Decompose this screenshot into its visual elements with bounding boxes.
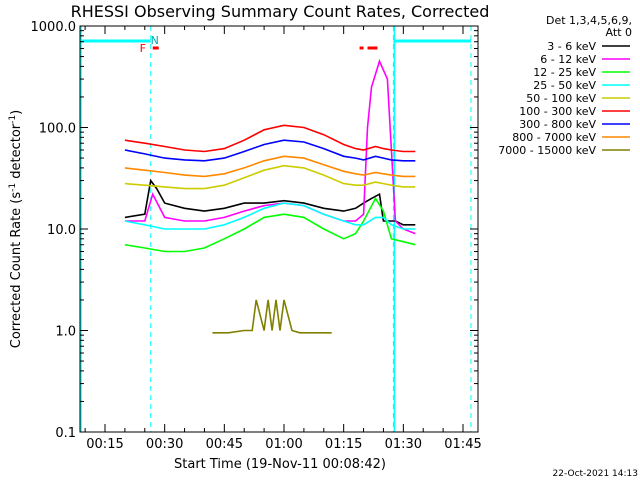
chart-title: RHESSI Observing Summary Count Rates, Co…: [71, 2, 490, 21]
series-line-5: [124, 164, 416, 190]
y-axis-label: Corrected Count Rate (s-1 detector-1): [8, 110, 24, 348]
legend-label: 100 - 300 keV: [519, 105, 596, 118]
x-axis-label: Start Time (19-Nov-11 00:08:42): [174, 457, 386, 472]
y-tick-label: 0.1: [55, 426, 76, 441]
y-axis-label-main: Corrected Count Rate (s: [9, 192, 24, 349]
x-tick-label: 01:45: [444, 437, 481, 452]
y-axis-label-sup2: -1: [8, 115, 18, 124]
y-axis-label-mid: detector: [9, 123, 24, 183]
series-line-4: [124, 202, 416, 230]
svg-text:Corrected Count Rate (s-1 dete: Corrected Count Rate (s-1 detector-1): [8, 110, 24, 348]
series-line-3: [124, 196, 416, 253]
axes: 1000.0 100.0 10.0 1.0 0.1 00:15 00:30 00:45 01:0…: [31, 20, 482, 452]
legend-label: 50 - 100 keV: [526, 92, 596, 105]
legend-label: 12 - 25 keV: [533, 66, 596, 79]
series-line-8: [124, 155, 416, 178]
legend-header: Det 1,3,4,5,6,9,: [546, 14, 632, 27]
y-tick-label: 10.0: [47, 223, 76, 238]
series-line-6: [124, 124, 416, 153]
x-tick-label: 01:00: [265, 437, 302, 452]
x-tick-label: 01:15: [325, 437, 362, 452]
x-tick-label: 01:30: [385, 437, 422, 452]
y-tick-label: 1000.0: [31, 20, 77, 35]
plot-frame: [79, 25, 479, 433]
y-tick-label: 100.0: [39, 122, 76, 137]
legend-label: 6 - 12 keV: [540, 53, 596, 66]
flag-f-label: F: [140, 42, 146, 55]
y-axis-label-end: ): [9, 110, 24, 115]
series-line-9: [212, 299, 332, 334]
x-tick-label: 00:45: [206, 437, 243, 452]
legend-label: 3 - 6 keV: [547, 40, 596, 53]
legend-label: 7000 - 15000 keV: [498, 144, 596, 157]
x-tick-label: 00:30: [146, 437, 183, 452]
legend-header: Att 0: [606, 26, 632, 39]
y-axis-label-sup: -1: [8, 183, 18, 192]
legend-label: 800 - 7000 keV: [512, 131, 596, 144]
y-tick-label: 1.0: [55, 325, 76, 340]
legend-label: 300 - 800 keV: [519, 118, 596, 131]
plot-area: FN: [79, 26, 472, 432]
series-line-7: [124, 139, 416, 162]
x-tick-label: 00:15: [86, 437, 123, 452]
timestamp: 22-Oct-2021 14:13: [553, 469, 638, 479]
flag-n-label: N: [151, 34, 159, 47]
legend-label: 25 - 50 keV: [533, 79, 596, 92]
